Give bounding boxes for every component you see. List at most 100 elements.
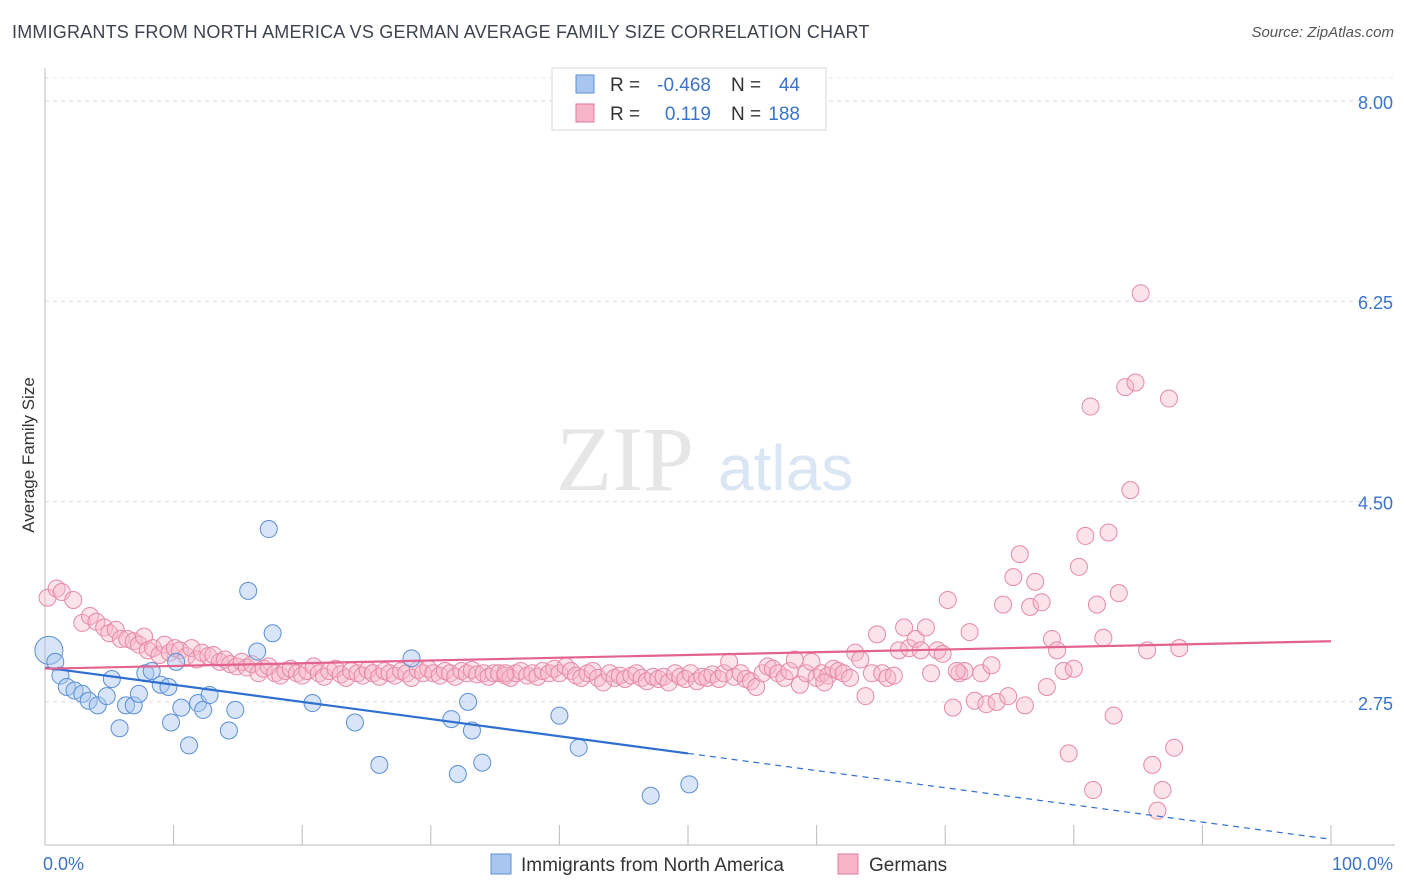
germans-point <box>1084 781 1103 800</box>
germans-point <box>987 692 1006 711</box>
immigrants-point <box>263 624 282 643</box>
germans-point <box>1010 545 1029 564</box>
germans-point <box>1143 755 1162 774</box>
germans-point <box>182 639 201 658</box>
germans-point <box>922 664 941 683</box>
germans-point <box>1131 284 1150 303</box>
immigrants-point <box>51 666 70 685</box>
immigrants-trend-extension <box>687 752 1332 840</box>
germans-point <box>1170 639 1189 658</box>
germans-point <box>947 661 966 680</box>
germans-point <box>906 629 925 648</box>
bottom-legend-swatch-pink <box>837 853 859 875</box>
y-tick-label: 6.25 <box>1358 293 1393 313</box>
germans-point <box>1048 641 1067 660</box>
legend-r-value-1: 0.119 <box>665 104 711 125</box>
immigrants-point <box>370 755 389 774</box>
germans-point <box>797 664 816 683</box>
germans-point <box>709 670 728 689</box>
stats-legend-frame <box>551 67 827 131</box>
germans-point <box>884 666 903 685</box>
immigrants-point <box>345 713 364 732</box>
bottom-legend-label-immigrants: Immigrants from North America <box>521 855 784 876</box>
immigrants-point <box>239 581 258 600</box>
immigrants-point <box>248 642 267 661</box>
legend-swatch-blue <box>575 74 595 94</box>
immigrants-points <box>34 520 699 805</box>
legend-n-label-1: N = <box>731 104 761 125</box>
legend-r-label-0: R = <box>610 75 640 96</box>
chart-title: IMMIGRANTS FROM NORTH AMERICA VS GERMAN … <box>12 22 870 42</box>
germans-point <box>916 618 935 637</box>
legend-swatch-pink <box>575 103 595 123</box>
germans-point <box>841 668 860 687</box>
immigrants-point <box>97 687 116 706</box>
y-tick-label: 2.75 <box>1358 694 1393 714</box>
x-tick-label-min: 0.0% <box>43 854 84 874</box>
germans-point <box>900 639 919 658</box>
stats-legend: R = -0.468 N = 44 R = 0.119 N = 188 <box>551 67 827 131</box>
germans-point <box>1037 678 1056 697</box>
y-axis-title: Average Family Size <box>19 377 38 533</box>
immigrants-point <box>194 700 213 719</box>
immigrants-point <box>79 691 98 710</box>
axes <box>44 68 1395 846</box>
germans-point <box>496 664 515 683</box>
immigrants-point <box>459 692 478 711</box>
immigrants-point <box>442 710 461 729</box>
germans-point <box>637 672 656 691</box>
germans-point <box>73 613 92 632</box>
immigrants-point <box>473 753 492 772</box>
bottom-legend-label-germans: Germans <box>869 855 947 876</box>
germans-point <box>895 618 914 637</box>
immigrants-point <box>162 713 181 732</box>
legend-r-value-0: -0.468 <box>657 75 711 96</box>
germans-point <box>1104 706 1123 725</box>
immigrants-point <box>124 696 143 715</box>
germans-point <box>815 673 834 692</box>
bottom-legend-swatch-blue <box>490 853 512 875</box>
germans-point <box>1015 696 1034 715</box>
y-tick-label: 4.50 <box>1358 494 1393 514</box>
germans-point <box>1116 378 1135 397</box>
germans-point <box>95 618 114 637</box>
tick-labels: 2.75 4.50 6.25 8.00 0.0% 100.0% <box>43 93 1393 874</box>
germans-point <box>474 664 493 683</box>
germans-point <box>594 673 613 692</box>
trend-lines <box>44 640 1332 840</box>
germans-point <box>834 664 853 683</box>
germans-point <box>528 667 547 686</box>
immigrants-point <box>34 635 64 665</box>
y-tick-label: 8.00 <box>1358 93 1393 113</box>
immigrants-point <box>180 736 199 755</box>
germans-point <box>851 650 870 669</box>
germans-point <box>790 675 809 694</box>
immigrants-point <box>117 696 136 715</box>
immigrants-point <box>226 700 245 719</box>
immigrants-point <box>102 670 121 689</box>
immigrants-point <box>641 786 660 805</box>
germans-point <box>666 664 685 683</box>
germans-point <box>1032 593 1051 612</box>
immigrants-point <box>46 652 65 671</box>
germans-point <box>982 656 1001 675</box>
germans-point <box>769 664 788 683</box>
germans-point <box>370 667 389 686</box>
germans-point <box>1099 523 1118 542</box>
immigrants-point <box>569 738 588 757</box>
source-credit: Source: ZipAtlas.com <box>1251 24 1394 41</box>
legend-n-label-0: N = <box>731 75 761 96</box>
germans-point <box>1165 738 1184 757</box>
germans-trend-line <box>44 640 1332 670</box>
immigrants-point <box>462 721 481 740</box>
germans-point <box>144 639 163 658</box>
germans-point <box>868 625 887 644</box>
germans-point <box>994 595 1013 614</box>
germans-points <box>38 284 1189 820</box>
x-tick-label-max: 100.0% <box>1332 854 1393 874</box>
immigrants-point <box>88 696 107 715</box>
germans-point <box>1076 526 1095 545</box>
germans-point <box>124 632 143 651</box>
immigrants-point <box>172 698 191 717</box>
